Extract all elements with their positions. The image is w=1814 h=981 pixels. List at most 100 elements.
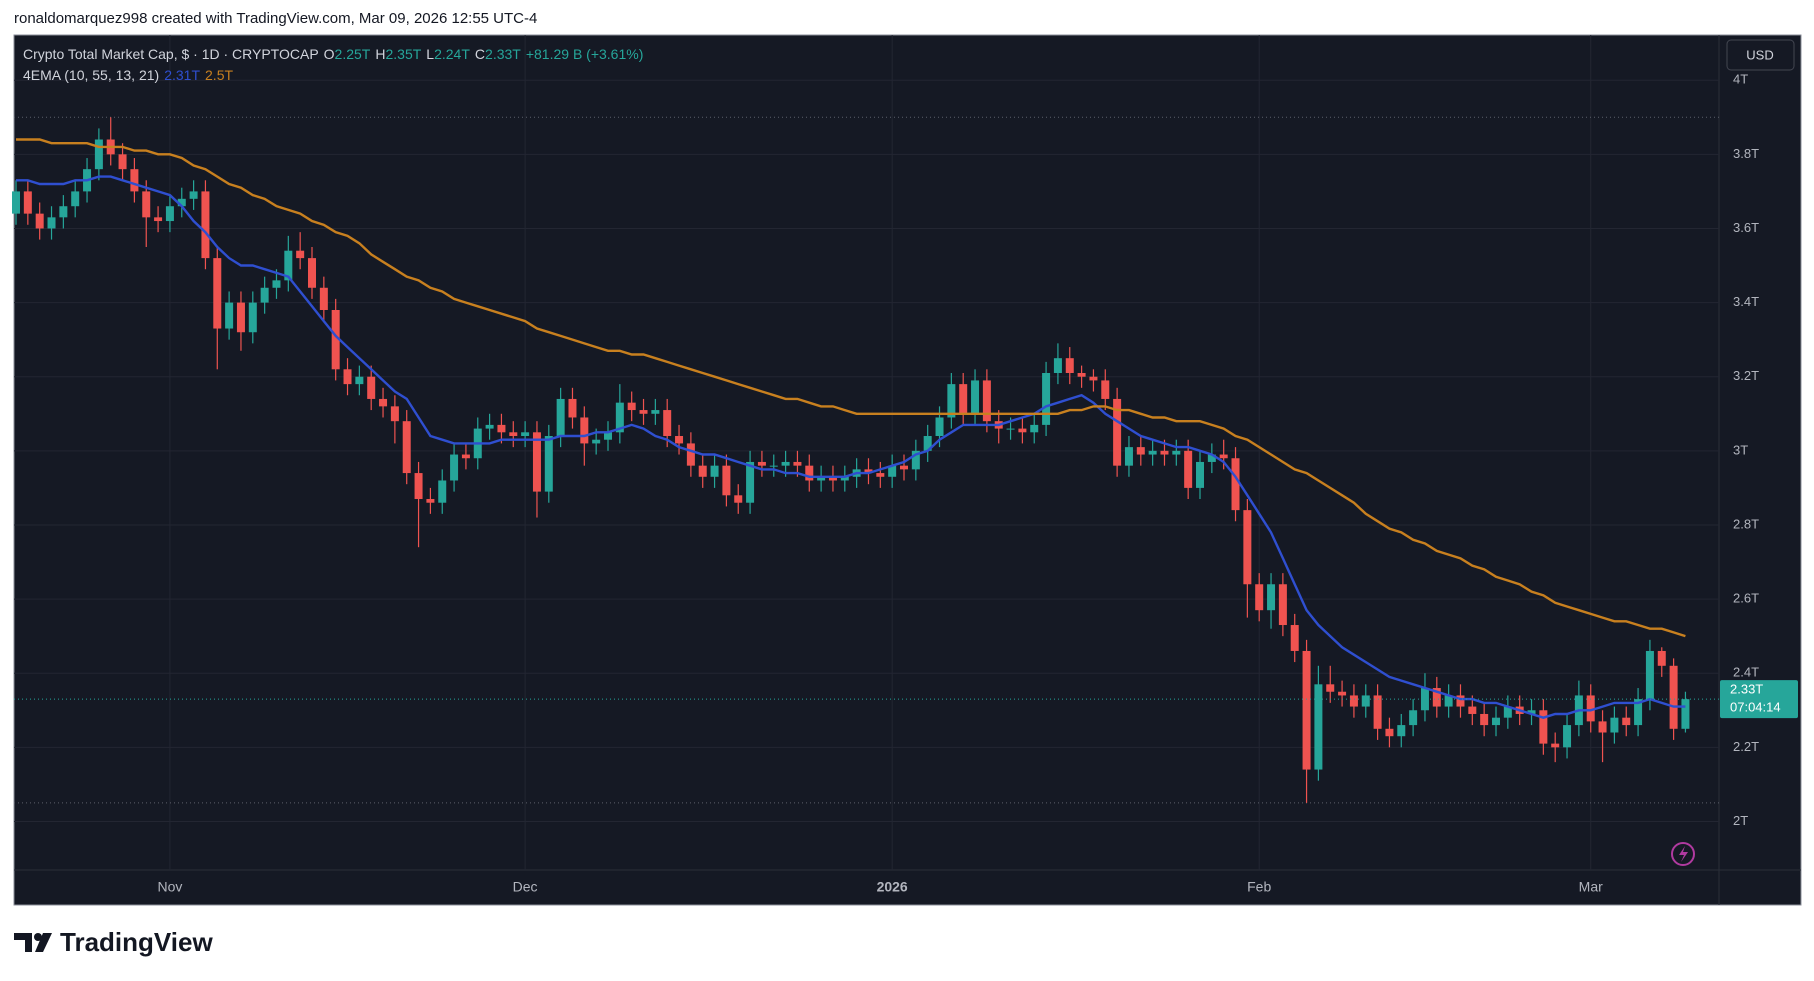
candle-body	[615, 402, 624, 433]
candle-body	[1551, 743, 1560, 748]
candle-body	[1669, 665, 1678, 729]
legend: Crypto Total Market Cap, $ · 1D · CRYPTO…	[23, 44, 648, 86]
candle-body	[1373, 695, 1382, 729]
y-tick-label: 3.2T	[1733, 368, 1759, 383]
y-tick-label: 3T	[1733, 442, 1748, 457]
candle-body	[1231, 458, 1240, 511]
candle-body	[1053, 358, 1062, 374]
candle-body	[1610, 717, 1619, 733]
y-tick-label: 2.2T	[1733, 739, 1759, 754]
candle-body	[1184, 450, 1193, 488]
candle-body	[1255, 584, 1264, 611]
candle-body	[556, 398, 565, 437]
candle-body	[1302, 650, 1311, 770]
candle-body	[532, 432, 541, 492]
candle-body	[1219, 454, 1228, 459]
candle-body	[1065, 358, 1074, 374]
candle-body	[1338, 691, 1347, 696]
candle-body	[154, 217, 163, 222]
candle-body	[580, 417, 589, 444]
x-tick-label: Dec	[513, 879, 538, 895]
candle-body	[639, 410, 648, 414]
candle-body	[911, 450, 920, 470]
candle-body	[1089, 376, 1098, 381]
candle-body	[1456, 695, 1465, 707]
last-price-box	[1720, 680, 1798, 719]
ohlc-value: 2.25T	[334, 46, 371, 62]
candle-body	[1101, 380, 1110, 399]
candle-body	[390, 406, 399, 422]
candle-body	[272, 280, 281, 288]
y-tick-label: 2.4T	[1733, 665, 1759, 680]
candle-body	[260, 287, 269, 303]
candle-body	[1124, 447, 1133, 466]
candle-body	[1397, 725, 1406, 737]
candle-body	[947, 384, 956, 418]
candle-body	[355, 376, 364, 385]
x-tick-label: Feb	[1247, 879, 1271, 895]
candle-body	[1326, 684, 1335, 692]
candle-body	[592, 439, 601, 444]
candle-body	[568, 398, 577, 418]
ema-line	[16, 175, 1686, 719]
currency-button[interactable]	[1726, 39, 1795, 71]
candle-body	[675, 436, 684, 444]
candle-body	[604, 432, 612, 440]
candle-body	[1503, 706, 1512, 718]
candle-body	[923, 436, 932, 451]
y-tick-label: 2T	[1733, 813, 1748, 828]
brand-name: TradingView	[60, 927, 213, 957]
change: +81.29 B (+3.61%)	[525, 46, 644, 62]
candle-body	[331, 309, 340, 370]
candle-body	[23, 191, 32, 214]
candle-body	[1563, 725, 1572, 748]
candle-body	[47, 217, 56, 229]
ohlc-value: 2.35T	[385, 46, 422, 62]
candle-body	[225, 302, 234, 329]
candle-body	[781, 461, 790, 466]
candle-body	[544, 436, 553, 492]
candle-body	[1042, 373, 1051, 425]
candle-body	[461, 454, 470, 459]
ohlc-value: 2.33T	[485, 46, 521, 62]
alert-icon[interactable]	[1671, 842, 1695, 866]
candle-body	[1030, 424, 1039, 433]
candle-body	[1172, 450, 1181, 455]
candle-body	[414, 473, 423, 500]
candle-body	[1077, 373, 1086, 377]
ohlc-key: C	[474, 46, 486, 62]
candle-body	[142, 191, 151, 218]
candle-body	[308, 258, 316, 288]
candle-body	[1468, 706, 1477, 714]
ohlc-key: O	[323, 46, 335, 62]
candle-body	[177, 198, 186, 207]
candle-body	[1539, 710, 1548, 744]
candle-body	[379, 398, 388, 407]
candle-body	[509, 432, 518, 437]
candle-body	[165, 206, 174, 222]
candle-body	[284, 250, 293, 281]
candle-body	[450, 454, 459, 481]
currency-label: USD	[1746, 47, 1773, 62]
candle-body	[876, 473, 885, 477]
grid	[14, 35, 1719, 870]
y-tick-label: 2.8T	[1733, 516, 1759, 531]
candle-body	[1207, 454, 1216, 462]
candle-body	[1657, 650, 1666, 666]
candle-body	[343, 369, 352, 385]
alert-icon-bolt	[1679, 846, 1688, 862]
candle-body	[1113, 398, 1122, 466]
candle-body	[888, 465, 897, 477]
candle-body	[722, 465, 731, 496]
y-tick-label: 2.6T	[1733, 591, 1759, 606]
indicator-value: 2.31T	[164, 67, 201, 83]
candle-body	[189, 191, 198, 199]
candle-body	[900, 465, 908, 470]
candle-body	[1622, 717, 1631, 726]
candle-body	[59, 206, 68, 218]
ohlc-key: H	[375, 46, 386, 62]
candle-body	[485, 424, 494, 429]
symbol-title: Crypto Total Market Cap, $ · 1D · CRYPTO…	[23, 46, 319, 62]
